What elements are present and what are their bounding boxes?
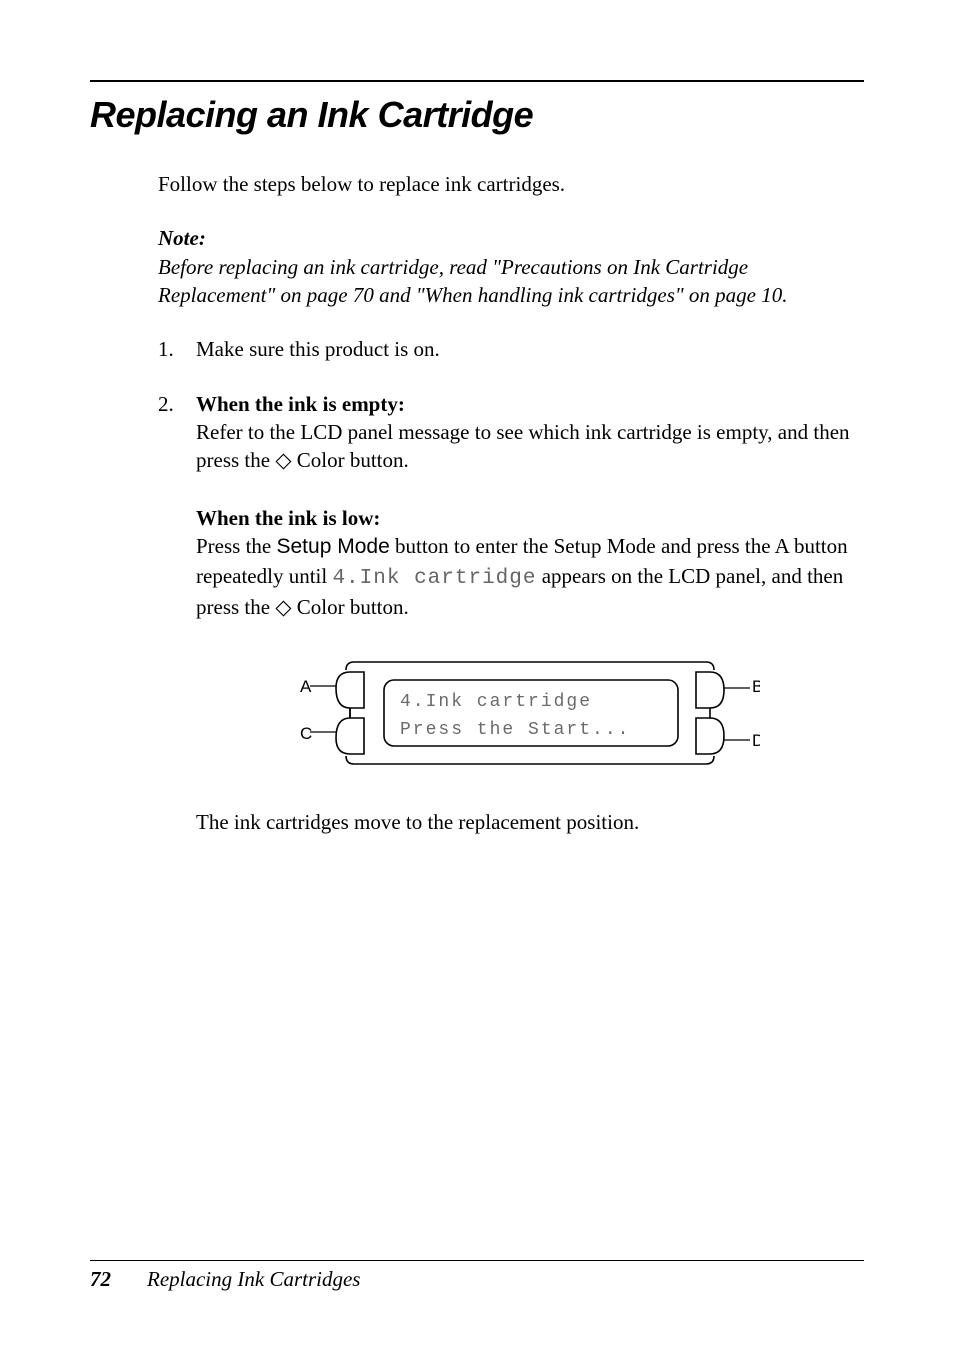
lcd-line-2: Press the Start... — [400, 720, 630, 740]
step-2: 2. When the ink is empty: Refer to the L… — [158, 390, 864, 837]
step-2-text-empty: Refer to the LCD panel message to see wh… — [196, 420, 850, 472]
diagram-label-b: B — [752, 677, 760, 696]
diamond-icon: ◇ — [275, 449, 291, 472]
note-body: Before replacing an ink cartridge, read … — [158, 253, 864, 310]
footer: 72Replacing Ink Cartridges — [90, 1267, 864, 1292]
diagram-label-a: A — [300, 677, 312, 696]
page-number: 72 — [90, 1267, 147, 1291]
intro-paragraph: Follow the steps below to replace ink ca… — [158, 170, 864, 198]
step-2-text-low: Press the Setup Mode button to enter the… — [196, 534, 848, 619]
step-1: 1. Make sure this product is on. — [158, 335, 864, 363]
step-1-text: Make sure this product is on. — [196, 335, 864, 363]
step-2-head-low: When the ink is low: — [196, 504, 864, 532]
after-diagram-text: The ink cartridges move to the replaceme… — [196, 808, 864, 836]
diagram-label-c: C — [300, 724, 312, 743]
diamond-icon: ◇ — [275, 596, 291, 619]
lcd-line-1: 4.Ink cartridge — [400, 692, 592, 712]
section-heading: Replacing an Ink Cartridge — [90, 94, 864, 136]
diagram-label-d: D — [752, 731, 760, 750]
step-1-number: 1. — [158, 335, 196, 363]
step-2-head-empty: When the ink is empty: — [196, 390, 864, 418]
step-2-number: 2. — [158, 390, 196, 837]
note-label: Note: — [158, 224, 864, 252]
lcd-diagram: A C B D 4.Ink cartridge Press the Start.… — [300, 650, 760, 780]
footer-section: Replacing Ink Cartridges — [147, 1267, 360, 1291]
